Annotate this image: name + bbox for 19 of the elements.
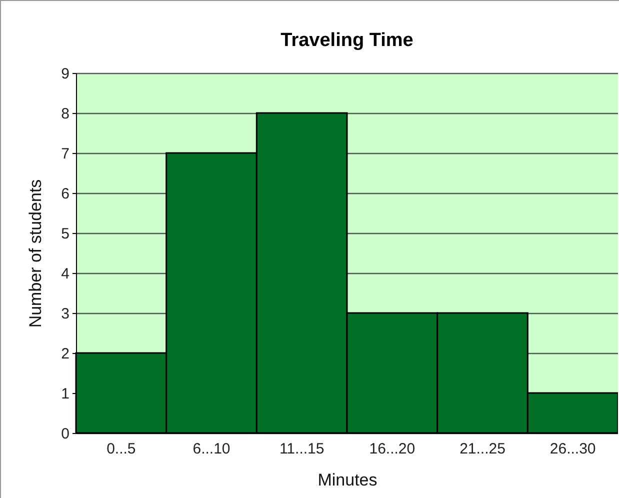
x-tick-label: 6...10 [192,440,230,458]
y-tick-label: 2 [61,346,70,362]
y-tick-label: 8 [61,106,70,122]
y-tick-label: 0 [61,426,70,442]
y-tick-label: 7 [61,146,70,162]
y-tick-label: 1 [61,386,70,402]
chart-title: Traveling Time [280,30,414,51]
x-tick-label: 26...30 [550,440,596,458]
x-tick-label: 0...5 [106,440,136,458]
y-tick-label: 4 [61,266,70,282]
x-tick-label: 21...25 [460,440,506,458]
y-tick-label: 6 [61,186,70,202]
y-tick-label: 9 [61,66,70,82]
y-tick-label: 3 [61,306,70,322]
y-axis-title: Number of students [26,179,46,328]
y-tick-label: 5 [61,226,70,242]
x-tick-label: 16...20 [369,440,416,458]
x-tick-label: 11...15 [279,440,324,458]
x-axis-title: Minutes [318,470,378,490]
